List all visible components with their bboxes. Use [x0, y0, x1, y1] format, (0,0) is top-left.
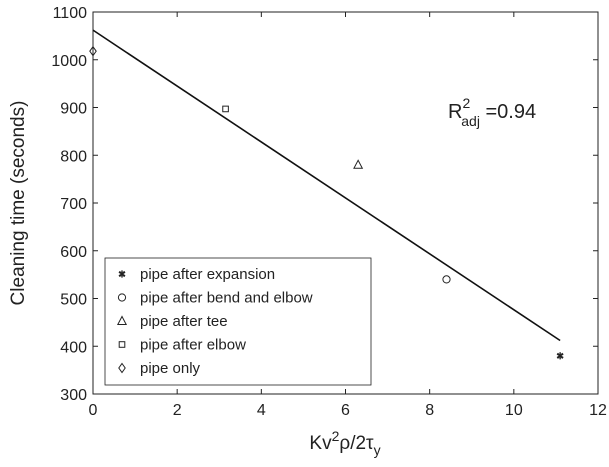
legend-item: pipe after elbow [118, 337, 246, 354]
legend-label: pipe after elbow [140, 337, 246, 354]
legend-marker-triangle [116, 315, 128, 325]
data-point-asterisk [556, 352, 564, 360]
legend-box [104, 257, 372, 386]
data-point-diamond [89, 45, 97, 57]
legend-label: pipe after tee [140, 313, 228, 330]
r-squared-annotation: R2 adj =0.94 [448, 95, 536, 129]
legend-item: pipe after tee [116, 313, 228, 330]
x-axis-label-mid: ρ/2τ [339, 433, 374, 454]
x-axis-label-base: Kv [309, 433, 332, 454]
legend: pipe after expansion pipe after bend and … [104, 257, 372, 386]
legend-marker-diamond [118, 362, 126, 374]
y-tick-label: 500 [60, 292, 87, 309]
data-points [89, 45, 564, 360]
x-tick-label: 10 [505, 402, 523, 419]
legend-marker-asterisk [118, 270, 126, 278]
data-point-circle [442, 275, 451, 284]
annotation-value: =0.94 [480, 101, 536, 123]
y-tick-label: 400 [60, 339, 87, 356]
x-tick-label: 6 [341, 402, 350, 419]
y-tick-label: 1100 [53, 5, 88, 22]
y-tick-label: 1000 [51, 53, 87, 70]
fit-line [92, 29, 561, 342]
legend-marker-square [118, 341, 126, 348]
legend-item: pipe only [118, 360, 201, 377]
x-tick-label: 4 [257, 402, 266, 419]
x-tick-label: 12 [589, 402, 607, 419]
x-tick-label: 0 [89, 402, 98, 419]
axis-ticks: 0 2 4 6 8 10 12 300 400 500 600 700 800 900 1000 1100 [51, 5, 607, 419]
legend-label: pipe after expansion [140, 266, 275, 283]
legend-marker-circle [117, 293, 127, 302]
data-point-triangle [353, 159, 364, 169]
x-axis-label: Kv2ρ/2τy [309, 428, 380, 458]
x-tick-label: 2 [173, 402, 182, 419]
legend-label: pipe only [140, 360, 201, 377]
data-point-square [222, 105, 229, 113]
legend-item: pipe after expansion [118, 266, 275, 283]
x-tick-label: 8 [425, 402, 434, 419]
y-tick-label: 900 [60, 101, 87, 118]
annotation-base: R [448, 101, 462, 123]
annotation-sub: adj [461, 113, 480, 129]
y-axis-label: Cleaning time (seconds) [8, 101, 29, 306]
annotation-sup: 2 [462, 95, 470, 111]
x-axis-label-sup: 2 [332, 428, 340, 444]
y-tick-label: 700 [60, 196, 87, 213]
x-axis-label-sub: y [374, 442, 381, 458]
y-tick-label: 800 [60, 148, 87, 165]
legend-label: pipe after bend and elbow [140, 290, 313, 307]
y-tick-label: 300 [60, 387, 87, 404]
fit-line-group [92, 29, 561, 342]
legend-item: pipe after bend and elbow [117, 290, 313, 307]
y-tick-label: 600 [60, 244, 87, 261]
